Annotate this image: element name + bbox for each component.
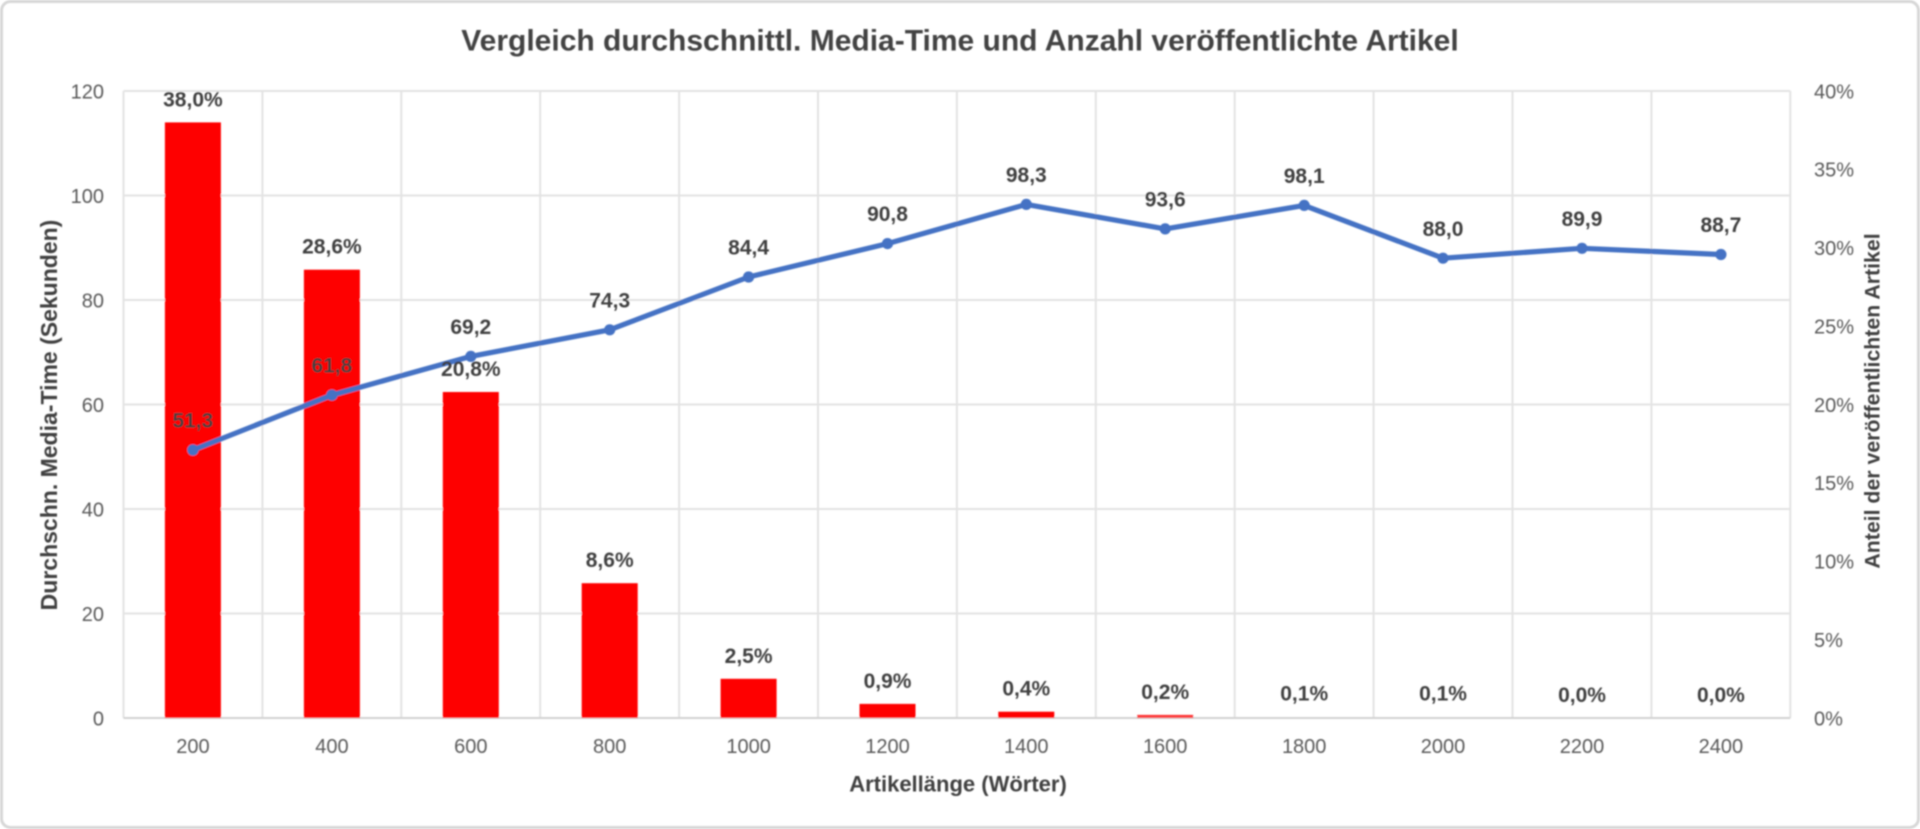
svg-text:1800: 1800	[1282, 736, 1327, 758]
svg-text:0,0%: 0,0%	[1558, 684, 1606, 707]
svg-text:Anteil der veröffentlichten Ar: Anteil der veröffentlichten Artikel	[1861, 233, 1885, 568]
svg-text:Durchschn. Media-Time (Sekunde: Durchschn. Media-Time (Sekunden)	[36, 220, 62, 611]
svg-text:84,4: 84,4	[728, 237, 769, 260]
svg-text:93,6: 93,6	[1145, 189, 1186, 212]
svg-text:0%: 0%	[1814, 708, 1843, 730]
svg-text:30%: 30%	[1814, 238, 1854, 260]
svg-text:80: 80	[82, 290, 104, 312]
svg-text:20,8%: 20,8%	[441, 358, 501, 381]
svg-text:200: 200	[176, 736, 209, 758]
svg-text:20%: 20%	[1814, 395, 1854, 417]
svg-text:2200: 2200	[1560, 736, 1605, 758]
svg-text:90,8: 90,8	[867, 203, 908, 226]
svg-text:60: 60	[82, 395, 104, 417]
svg-text:38,0%: 38,0%	[163, 88, 223, 111]
svg-text:Vergleich durchschnittl. Media: Vergleich durchschnittl. Media-Time und …	[461, 25, 1458, 58]
svg-text:89,9: 89,9	[1562, 208, 1603, 231]
svg-text:25%: 25%	[1814, 316, 1854, 338]
svg-text:15%: 15%	[1814, 473, 1854, 495]
svg-text:1000: 1000	[726, 736, 771, 758]
svg-text:0: 0	[93, 708, 104, 730]
svg-text:40%: 40%	[1814, 81, 1854, 103]
svg-text:0,1%: 0,1%	[1419, 682, 1467, 705]
svg-text:1600: 1600	[1143, 736, 1188, 758]
svg-text:88,0: 88,0	[1423, 218, 1464, 241]
svg-text:0,4%: 0,4%	[1002, 678, 1050, 701]
svg-text:20: 20	[82, 604, 104, 626]
svg-text:Artikellänge (Wörter): Artikellänge (Wörter)	[849, 772, 1067, 797]
svg-text:400: 400	[315, 736, 348, 758]
svg-text:600: 600	[454, 736, 487, 758]
svg-text:100: 100	[71, 186, 104, 208]
svg-text:0,1%: 0,1%	[1280, 682, 1328, 705]
svg-text:120: 120	[71, 81, 104, 103]
svg-text:88,7: 88,7	[1700, 214, 1741, 237]
svg-text:0,0%: 0,0%	[1697, 684, 1745, 707]
svg-text:74,3: 74,3	[589, 289, 630, 312]
svg-text:2,5%: 2,5%	[725, 645, 773, 668]
svg-text:1200: 1200	[865, 736, 910, 758]
svg-text:0,9%: 0,9%	[864, 670, 912, 693]
svg-text:800: 800	[593, 736, 626, 758]
svg-text:2000: 2000	[1421, 736, 1466, 758]
svg-text:10%: 10%	[1814, 552, 1854, 574]
svg-text:8,6%: 8,6%	[586, 549, 634, 572]
svg-text:98,3: 98,3	[1006, 164, 1047, 187]
svg-text:51,3: 51,3	[172, 410, 213, 433]
svg-text:1400: 1400	[1004, 736, 1049, 758]
svg-text:40: 40	[82, 499, 104, 521]
svg-text:0,2%: 0,2%	[1141, 681, 1189, 704]
svg-text:2400: 2400	[1699, 736, 1744, 758]
svg-text:5%: 5%	[1814, 630, 1843, 652]
svg-text:69,2: 69,2	[450, 316, 491, 339]
svg-text:35%: 35%	[1814, 160, 1854, 182]
svg-text:28,6%: 28,6%	[302, 236, 362, 259]
svg-text:61,8: 61,8	[311, 355, 352, 378]
svg-text:98,1: 98,1	[1284, 165, 1325, 188]
